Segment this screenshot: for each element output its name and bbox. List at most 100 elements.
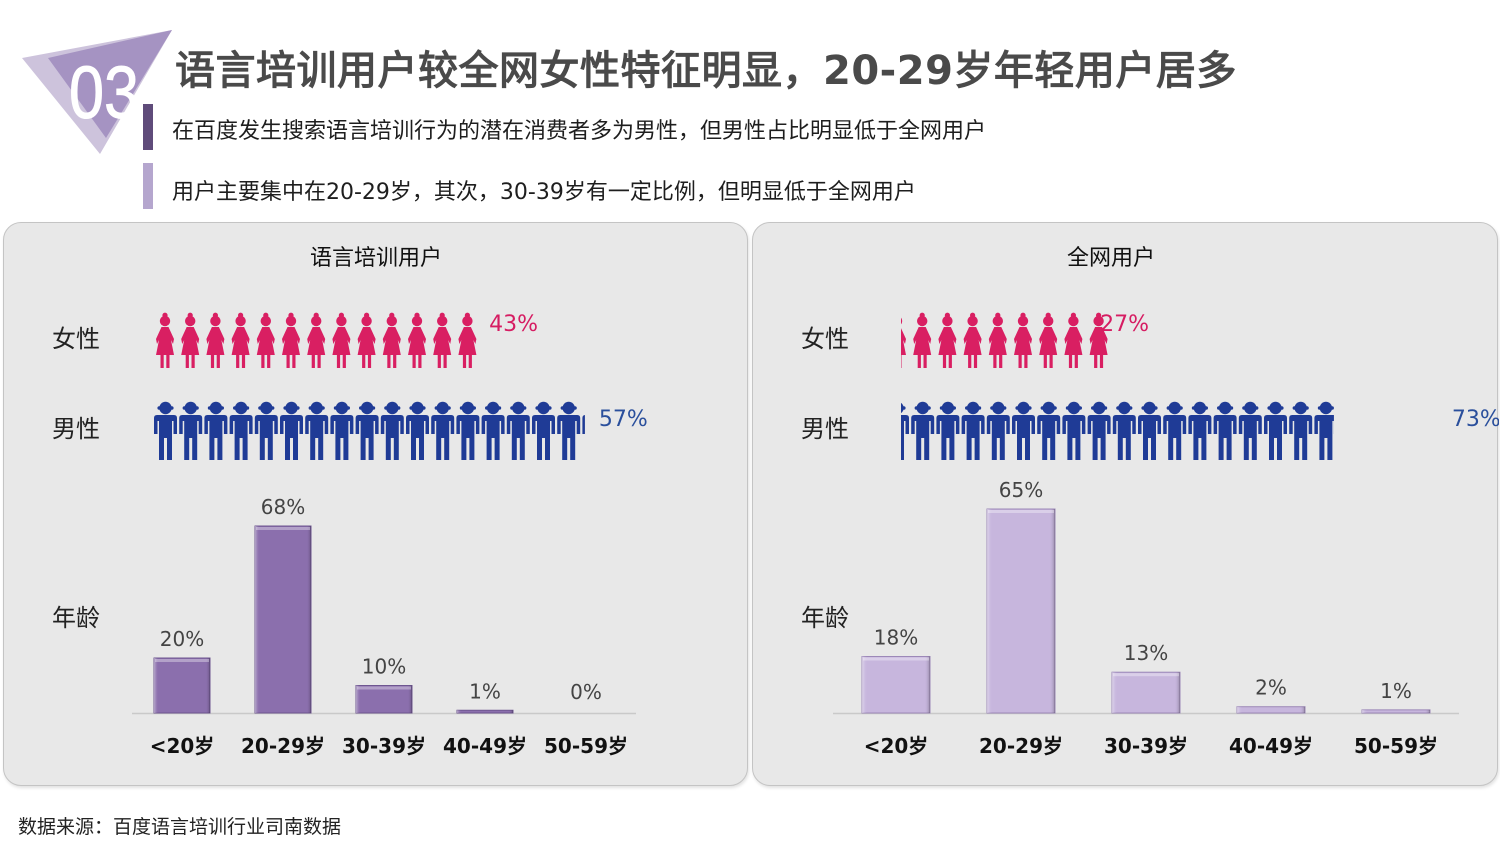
bar-group	[1361, 709, 1431, 714]
male-body	[254, 415, 278, 460]
female-left-leg	[942, 354, 947, 368]
male-right-ear	[220, 406, 224, 410]
male-left-ear	[459, 406, 464, 410]
male-right-ear	[1128, 406, 1133, 410]
female-head	[1017, 315, 1029, 327]
male-right-ear	[1254, 406, 1259, 410]
male-body	[1238, 415, 1262, 460]
x-tick-label: 40-49岁	[443, 734, 527, 758]
bar-shading	[1237, 706, 1305, 713]
bar-highlight	[863, 657, 929, 661]
male-head	[1294, 401, 1307, 415]
bar-group	[355, 685, 413, 714]
male-head	[1395, 402, 1407, 414]
x-tick-label: <20岁	[864, 734, 929, 758]
male-head	[1269, 401, 1282, 415]
female-head	[285, 315, 297, 327]
male-head	[1370, 402, 1382, 414]
female-left-leg	[261, 354, 265, 368]
male-left-ear	[434, 406, 439, 410]
male-person-icon	[986, 401, 1010, 460]
male-left-ear	[283, 406, 287, 410]
female-person-icon	[1014, 312, 1032, 368]
male-left-ear	[1091, 406, 1095, 410]
row-label-male: 男性	[52, 415, 100, 443]
male-head	[411, 401, 424, 415]
male-head	[260, 401, 273, 415]
bar-highlight	[988, 510, 1054, 513]
male-body	[1163, 415, 1187, 460]
male-icon-row	[154, 401, 585, 460]
female-person-icon	[1039, 312, 1058, 368]
female-head	[361, 315, 372, 327]
female-right-leg	[418, 354, 422, 368]
female-right-leg	[267, 354, 271, 368]
x-tick-label: 30-39岁	[1104, 734, 1188, 758]
male-left-ear	[1116, 406, 1120, 410]
male-body	[154, 415, 177, 460]
male-body	[506, 415, 530, 460]
male-person-icon	[154, 401, 177, 460]
male-head	[1017, 401, 1030, 415]
male-person-icon	[280, 401, 303, 460]
male-head	[1421, 402, 1433, 414]
bar-value-label: 65%	[999, 478, 1043, 502]
male-body	[1340, 415, 1363, 460]
male-person-icon	[330, 401, 354, 460]
male-head	[941, 401, 955, 415]
male-right-ear	[371, 406, 376, 410]
bar-shading	[987, 509, 1055, 713]
female-body	[1064, 327, 1083, 355]
male-body	[481, 415, 505, 460]
male-head	[1244, 401, 1257, 415]
male-right-ear	[321, 406, 325, 410]
male-left-ear	[1393, 406, 1397, 410]
male-person-icon	[1314, 401, 1334, 460]
bar-highlight	[256, 527, 310, 530]
male-right-ear	[396, 406, 401, 410]
female-head	[260, 315, 271, 327]
male-right-ear	[1431, 406, 1435, 410]
male-body	[961, 415, 985, 460]
male-body	[1188, 415, 1212, 460]
female-body	[206, 327, 225, 355]
male-head	[1118, 401, 1131, 415]
female-person-icon	[382, 312, 401, 368]
female-person-icon	[963, 312, 982, 368]
male-head	[1218, 401, 1232, 415]
bar-group	[153, 657, 211, 714]
female-person-icon	[307, 312, 326, 368]
female-person-icon	[357, 312, 376, 368]
female-person-icon	[332, 312, 351, 368]
x-tick-label: 50-59岁	[544, 734, 628, 758]
male-right-ear	[522, 406, 527, 410]
female-body	[938, 327, 957, 355]
male-head	[562, 401, 575, 415]
female-body	[901, 328, 906, 355]
male-person-icon	[936, 401, 960, 460]
panel-language-training-users: 语言培训用户 女性 男性 年龄 43% 57% 20% <20岁 68% 20-29岁 10% 30-…	[3, 222, 748, 786]
female-left-leg	[1043, 354, 1047, 368]
bar-highlight	[1113, 673, 1179, 677]
female-left-leg	[437, 354, 441, 368]
bar-shading	[1112, 672, 1180, 713]
male-person-icon	[305, 401, 329, 460]
male-body	[901, 415, 909, 460]
female-body	[1014, 327, 1032, 355]
female-head	[159, 315, 171, 327]
male-body	[280, 415, 303, 460]
male-left-ear	[990, 406, 994, 410]
male-body	[179, 415, 203, 460]
male-right-ear	[548, 406, 552, 410]
bullet-text-1: 在百度发生搜索语言培训行为的潜在消费者多为男性，但男性占比明显低于全网用户	[172, 119, 987, 144]
male-body	[229, 415, 253, 460]
female-person-icon	[256, 312, 275, 368]
male-person-icon	[1289, 401, 1313, 460]
male-head	[512, 401, 525, 415]
female-person-icon	[901, 317, 906, 368]
male-left-ear	[258, 406, 262, 410]
male-right-ear	[1381, 406, 1385, 410]
male-right-ear	[902, 406, 906, 410]
male-left-ear	[535, 406, 539, 410]
